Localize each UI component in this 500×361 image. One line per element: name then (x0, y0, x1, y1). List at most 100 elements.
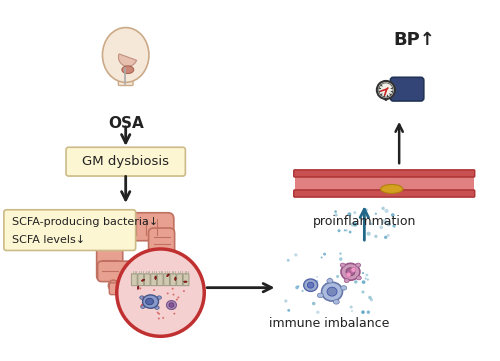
FancyBboxPatch shape (390, 77, 424, 101)
Ellipse shape (327, 287, 337, 296)
Circle shape (320, 257, 322, 258)
Ellipse shape (169, 303, 174, 307)
Ellipse shape (318, 293, 324, 297)
Circle shape (116, 249, 204, 336)
Circle shape (297, 285, 300, 287)
Wedge shape (118, 54, 136, 66)
FancyBboxPatch shape (164, 274, 170, 286)
Ellipse shape (341, 264, 360, 280)
Ellipse shape (344, 279, 349, 283)
Circle shape (346, 272, 351, 277)
Circle shape (354, 222, 356, 226)
Text: immune imbalance: immune imbalance (270, 317, 390, 330)
Circle shape (158, 313, 160, 315)
Circle shape (287, 259, 290, 262)
Circle shape (365, 208, 368, 212)
Circle shape (377, 81, 395, 99)
Circle shape (142, 297, 144, 299)
Ellipse shape (308, 282, 314, 288)
Text: BP↑: BP↑ (393, 31, 435, 49)
FancyBboxPatch shape (118, 69, 133, 86)
Circle shape (347, 273, 351, 277)
Circle shape (302, 290, 304, 292)
FancyBboxPatch shape (183, 274, 189, 286)
Circle shape (146, 297, 148, 299)
Circle shape (316, 276, 318, 278)
Circle shape (353, 222, 358, 227)
Circle shape (380, 225, 383, 229)
FancyBboxPatch shape (294, 170, 474, 177)
Circle shape (328, 278, 332, 282)
Text: proinflammation: proinflammation (312, 215, 416, 228)
Circle shape (366, 310, 370, 314)
Ellipse shape (356, 263, 360, 267)
Ellipse shape (380, 184, 403, 193)
Circle shape (151, 307, 153, 309)
Ellipse shape (102, 27, 149, 82)
Circle shape (178, 296, 180, 299)
Circle shape (386, 222, 391, 226)
Ellipse shape (140, 296, 144, 299)
FancyBboxPatch shape (98, 213, 174, 241)
Ellipse shape (334, 300, 340, 304)
Circle shape (354, 280, 358, 284)
Circle shape (294, 253, 298, 257)
Circle shape (340, 252, 342, 255)
Ellipse shape (184, 280, 186, 283)
Circle shape (368, 296, 372, 299)
Circle shape (386, 234, 390, 237)
FancyBboxPatch shape (176, 274, 182, 286)
Ellipse shape (140, 305, 145, 308)
Ellipse shape (142, 278, 144, 282)
Ellipse shape (108, 280, 118, 291)
Circle shape (391, 213, 394, 217)
Circle shape (382, 207, 385, 210)
Circle shape (364, 278, 367, 280)
Ellipse shape (146, 298, 154, 305)
Circle shape (323, 253, 326, 256)
FancyBboxPatch shape (158, 274, 163, 286)
Ellipse shape (340, 286, 346, 290)
Ellipse shape (142, 295, 158, 308)
Ellipse shape (322, 282, 342, 301)
Circle shape (351, 222, 355, 226)
FancyBboxPatch shape (170, 274, 176, 286)
Circle shape (334, 213, 338, 217)
Circle shape (338, 229, 340, 232)
Circle shape (312, 302, 316, 305)
Ellipse shape (166, 301, 176, 309)
Circle shape (284, 299, 288, 303)
Circle shape (346, 229, 348, 231)
Circle shape (176, 299, 178, 301)
Text: OSA: OSA (108, 117, 144, 131)
Circle shape (296, 286, 299, 289)
Circle shape (172, 288, 173, 290)
Circle shape (162, 317, 164, 319)
FancyBboxPatch shape (66, 147, 186, 176)
FancyBboxPatch shape (144, 274, 150, 286)
Circle shape (379, 83, 393, 97)
Circle shape (141, 304, 143, 305)
FancyBboxPatch shape (98, 261, 132, 282)
Circle shape (350, 310, 354, 312)
Ellipse shape (304, 279, 318, 291)
Ellipse shape (166, 274, 170, 276)
Ellipse shape (122, 66, 134, 74)
Circle shape (384, 209, 388, 213)
Circle shape (172, 308, 174, 309)
FancyBboxPatch shape (138, 274, 143, 286)
Ellipse shape (327, 279, 333, 283)
Bar (295, 176, 474, 191)
Circle shape (392, 225, 396, 228)
Circle shape (166, 292, 168, 294)
Circle shape (174, 313, 176, 315)
Circle shape (362, 280, 366, 284)
Circle shape (362, 272, 364, 274)
Circle shape (348, 212, 352, 216)
Circle shape (344, 229, 346, 231)
Circle shape (353, 211, 356, 214)
Circle shape (158, 318, 160, 319)
Circle shape (172, 293, 174, 296)
FancyBboxPatch shape (148, 228, 174, 268)
Circle shape (288, 309, 290, 312)
